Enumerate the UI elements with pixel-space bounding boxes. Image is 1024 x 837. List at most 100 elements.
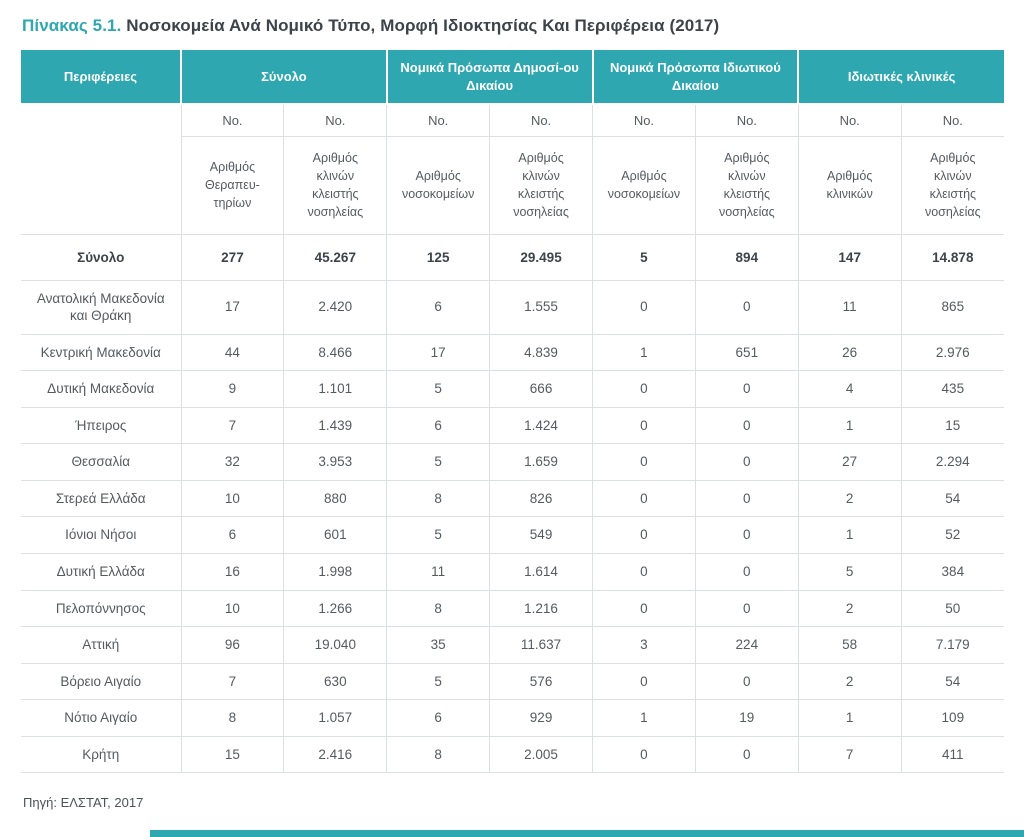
total-value-cell: 45.267 [283, 233, 388, 281]
page-title: Πίνακας 5.1. Νοσοκομεία Ανά Νομικό Τύπο,… [22, 16, 1004, 36]
value-cell: 0 [592, 552, 696, 591]
total-value-cell: 125 [386, 233, 491, 281]
value-cell: 11 [386, 552, 491, 591]
subheader-cell: Αριθμός νοσοκομείων [386, 136, 491, 235]
table-row: Πελοπόννησος 10 1.266 8 1.216 0 0 2 50 [21, 589, 1004, 628]
subheader-cell: Αριθμός κλινών κλειστής νοσηλείας [694, 136, 799, 235]
col-group-regions: Περιφέρειες [21, 50, 182, 106]
value-cell: 435 [900, 370, 1004, 408]
total-value-cell: 277 [180, 233, 285, 281]
total-value-cell: 29.495 [489, 233, 593, 281]
value-cell: 224 [694, 626, 799, 664]
value-cell: 2 [797, 662, 902, 701]
table-header: Περιφέρειες Σύνολο Νομικά Πρόσωπα Δημοσί… [21, 50, 1004, 235]
subheader-row: Αριθμός Θεραπευ-τηρίων Αριθμός κλινών κλ… [21, 136, 1004, 235]
unit-cell: No. [797, 103, 902, 138]
value-cell: 0 [592, 735, 696, 774]
subheader-cell: Αριθμός κλινών κλειστής νοσηλείας [900, 136, 1004, 235]
unit-cell: No. [694, 103, 799, 138]
value-cell: 3 [592, 626, 696, 664]
region-cell: Δυτική Ελλάδα [21, 552, 182, 591]
total-row: Σύνολο 277 45.267 125 29.495 5 894 147 1… [21, 233, 1004, 281]
region-cell: Πελοπόννησος [21, 589, 182, 628]
unit-cell: No. [489, 103, 593, 138]
region-cell: Αττική [21, 626, 182, 664]
value-cell: 2 [797, 479, 902, 518]
value-cell: 0 [592, 662, 696, 701]
col-group-total: Σύνολο [180, 50, 388, 106]
value-cell: 96 [180, 626, 285, 664]
value-cell: 2 [797, 589, 902, 628]
value-cell: 1.057 [283, 699, 388, 737]
value-cell: 384 [900, 552, 1004, 591]
value-cell: 0 [694, 370, 799, 408]
value-cell: 549 [489, 516, 593, 554]
value-cell: 1.216 [489, 589, 593, 628]
value-cell: 7.179 [900, 626, 1004, 664]
value-cell: 44 [180, 333, 285, 372]
subheader-cell: Αριθμός κλινικών [797, 136, 902, 235]
value-cell: 1 [797, 406, 902, 445]
value-cell: 19 [694, 699, 799, 737]
region-cell: Ανατολική Μακεδονία και Θράκη [21, 279, 182, 335]
table-row: Αττική 96 19.040 35 11.637 3 224 58 7.17… [21, 626, 1004, 664]
value-cell: 5 [386, 662, 491, 701]
value-cell: 1.998 [283, 552, 388, 591]
value-cell: 630 [283, 662, 388, 701]
subheader-cell: Αριθμός κλινών κλειστής νοσηλείας [489, 136, 593, 235]
value-cell: 50 [900, 589, 1004, 628]
value-cell: 2.294 [900, 443, 1004, 481]
value-cell: 0 [592, 479, 696, 518]
value-cell: 6 [386, 699, 491, 737]
value-cell: 10 [180, 479, 285, 518]
value-cell: 0 [694, 279, 799, 335]
value-cell: 54 [900, 662, 1004, 701]
table-row: Θεσσαλία 32 3.953 5 1.659 0 0 27 2.294 [21, 443, 1004, 481]
unit-cell: No. [386, 103, 491, 138]
value-cell: 651 [694, 333, 799, 372]
value-cell: 0 [694, 552, 799, 591]
value-cell: 7 [180, 406, 285, 445]
value-cell: 109 [900, 699, 1004, 737]
value-cell: 8 [386, 735, 491, 774]
table-row: Στερεά Ελλάδα 10 880 8 826 0 0 2 54 [21, 479, 1004, 518]
value-cell: 17 [180, 279, 285, 335]
subheader-cell: Αριθμός νοσοκομείων [592, 136, 696, 235]
table-row: Κρήτη 15 2.416 8 2.005 0 0 7 411 [21, 735, 1004, 774]
source-note: Πηγή: ΕΛΣΤΑΤ, 2017 [23, 795, 144, 811]
region-cell: Κρήτη [21, 735, 182, 774]
value-cell: 2.005 [489, 735, 593, 774]
unit-cell: No. [283, 103, 388, 138]
value-cell: 5 [386, 443, 491, 481]
value-cell: 11 [797, 279, 902, 335]
value-cell: 0 [694, 479, 799, 518]
value-cell: 0 [592, 279, 696, 335]
table-row: Κεντρική Μακεδονία 44 8.466 17 4.839 1 6… [21, 333, 1004, 372]
table-row: Ήπειρος 7 1.439 6 1.424 0 0 1 15 [21, 406, 1004, 445]
table-row: Δυτική Ελλάδα 16 1.998 11 1.614 0 0 5 38… [21, 552, 1004, 591]
value-cell: 1.555 [489, 279, 593, 335]
unit-cell: No. [900, 103, 1004, 138]
subheader-cell: Αριθμός Θεραπευ-τηρίων [180, 136, 285, 235]
value-cell: 0 [592, 370, 696, 408]
value-cell: 6 [180, 516, 285, 554]
value-cell: 0 [694, 516, 799, 554]
value-cell: 8.466 [283, 333, 388, 372]
value-cell: 0 [592, 589, 696, 628]
value-cell: 16 [180, 552, 285, 591]
footer-accent-bar [150, 830, 1024, 837]
value-cell: 929 [489, 699, 593, 737]
group-header-row: Περιφέρειες Σύνολο Νομικά Πρόσωπα Δημοσί… [21, 50, 1004, 106]
value-cell: 11.637 [489, 626, 593, 664]
total-value-cell: 14.878 [900, 233, 1004, 281]
table-number: Πίνακας 5.1. [22, 16, 122, 35]
col-group-private-clinics: Ιδιωτικές κλινικές [797, 50, 1004, 106]
value-cell: 865 [900, 279, 1004, 335]
value-cell: 9 [180, 370, 285, 408]
unit-cell: No. [592, 103, 696, 138]
value-cell: 8 [386, 589, 491, 628]
value-cell: 1.266 [283, 589, 388, 628]
corner-cell [21, 103, 182, 137]
value-cell: 0 [592, 443, 696, 481]
